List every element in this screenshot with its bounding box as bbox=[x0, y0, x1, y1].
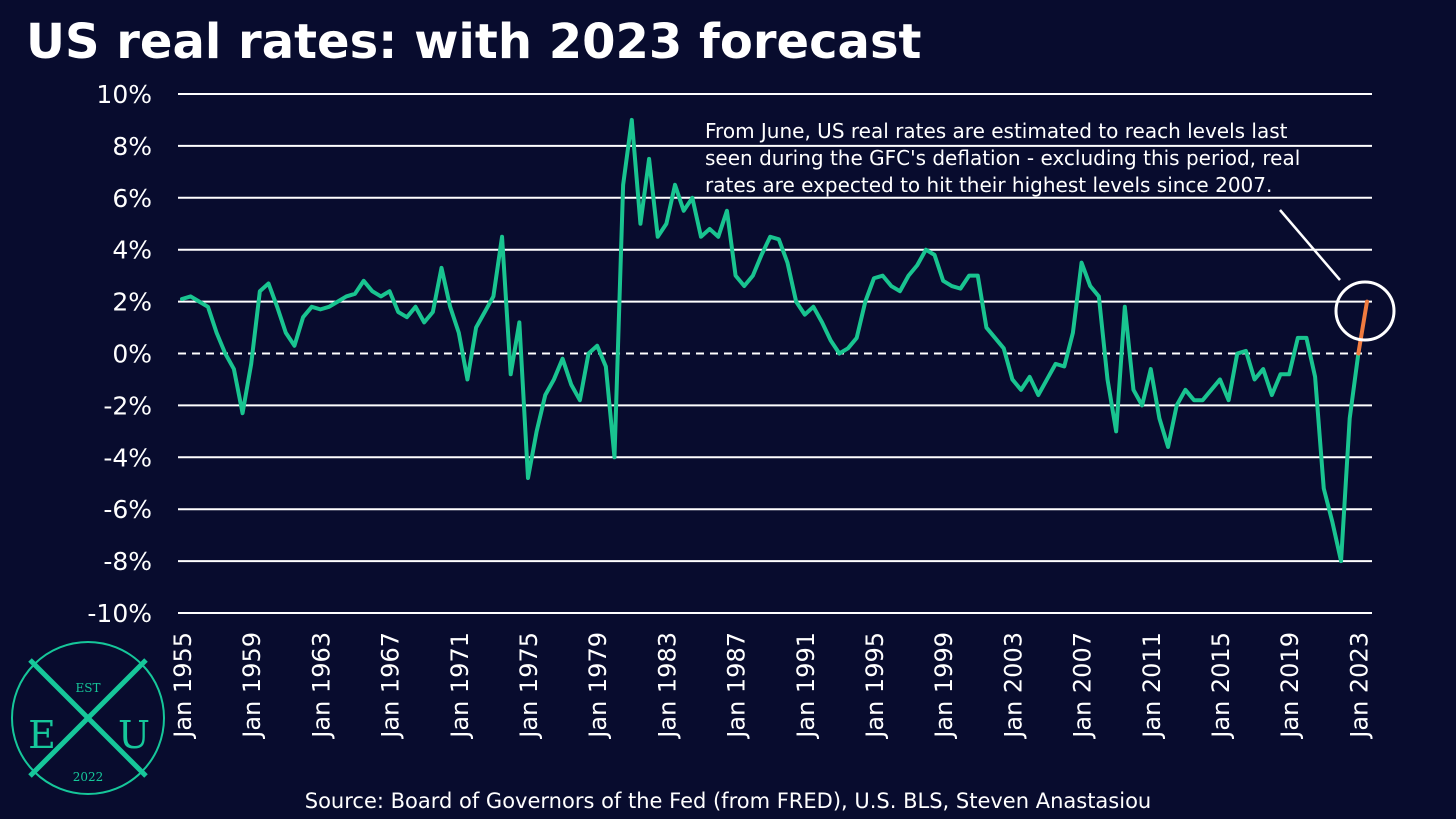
x-tick-label: Jan 1995 bbox=[861, 632, 889, 740]
chart-title: US real rates: with 2023 forecast bbox=[26, 14, 921, 70]
logo-text: U bbox=[118, 713, 150, 757]
x-tick-label: Jan 2023 bbox=[1345, 632, 1373, 740]
y-tick-label: 6% bbox=[112, 184, 152, 213]
logo-cross bbox=[28, 658, 148, 778]
y-tick-label: -2% bbox=[103, 391, 152, 420]
x-tick-label: Jan 1955 bbox=[169, 632, 197, 740]
logo-text: 2022 bbox=[73, 770, 104, 784]
annotation: From June, US real rates are estimated t… bbox=[705, 119, 1396, 342]
x-tick-label: Jan 1971 bbox=[446, 632, 474, 740]
annotation-line: seen during the GFC's deflation - exclud… bbox=[705, 146, 1300, 170]
x-tick-label: Jan 1979 bbox=[584, 632, 612, 740]
y-tick-label: -4% bbox=[103, 443, 152, 472]
x-tick-label: Jan 2011 bbox=[1138, 632, 1166, 740]
logo-ring bbox=[11, 641, 165, 795]
x-tick-label: Jan 1959 bbox=[238, 632, 266, 740]
logo-text: E bbox=[28, 713, 56, 757]
x-tick-label: Jan 2015 bbox=[1207, 632, 1235, 740]
x-tick-label: Jan 1963 bbox=[307, 632, 335, 740]
y-tick-label: 2% bbox=[112, 288, 152, 317]
annotation-line: From June, US real rates are estimated t… bbox=[705, 119, 1288, 143]
x-tick-label: Jan 2019 bbox=[1276, 632, 1304, 740]
y-tick-label: 0% bbox=[112, 340, 152, 369]
annotation-line: rates are expected to hit their highest … bbox=[705, 173, 1272, 197]
x-tick-label: Jan 1975 bbox=[515, 632, 543, 740]
x-tick-label: Jan 1991 bbox=[792, 632, 820, 740]
line-series bbox=[1356, 299, 1369, 356]
y-tick-label: 10% bbox=[96, 80, 152, 109]
y-tick-label: -10% bbox=[87, 599, 152, 628]
logo-text: EST bbox=[76, 681, 101, 695]
annotation-circle bbox=[1334, 280, 1396, 342]
y-tick-label: -6% bbox=[103, 495, 152, 524]
y-tick-label: -8% bbox=[103, 547, 152, 576]
source-note: Source: Board of Governors of the Fed (f… bbox=[305, 789, 1151, 813]
x-tick-label: Jan 2003 bbox=[999, 632, 1027, 740]
line-series bbox=[180, 117, 1361, 564]
x-tick-label: Jan 1999 bbox=[930, 632, 958, 740]
y-tick-label: 4% bbox=[112, 236, 152, 265]
logo: EST E U 2022 bbox=[11, 641, 165, 795]
plot-area: -10% -8% -6% -4% -2% 0% 2% 4% 6% 8% 10% Jan 1955 Jan… bbox=[87, 80, 1373, 740]
x-tick-label: Jan 1967 bbox=[377, 632, 405, 740]
annotation-arrow bbox=[1279, 209, 1341, 281]
x-tick-label: Jan 1983 bbox=[653, 632, 681, 740]
y-tick-label: 8% bbox=[112, 132, 152, 161]
x-tick-label: Jan 2007 bbox=[1069, 632, 1097, 740]
x-tick-label: Jan 1987 bbox=[723, 632, 751, 740]
